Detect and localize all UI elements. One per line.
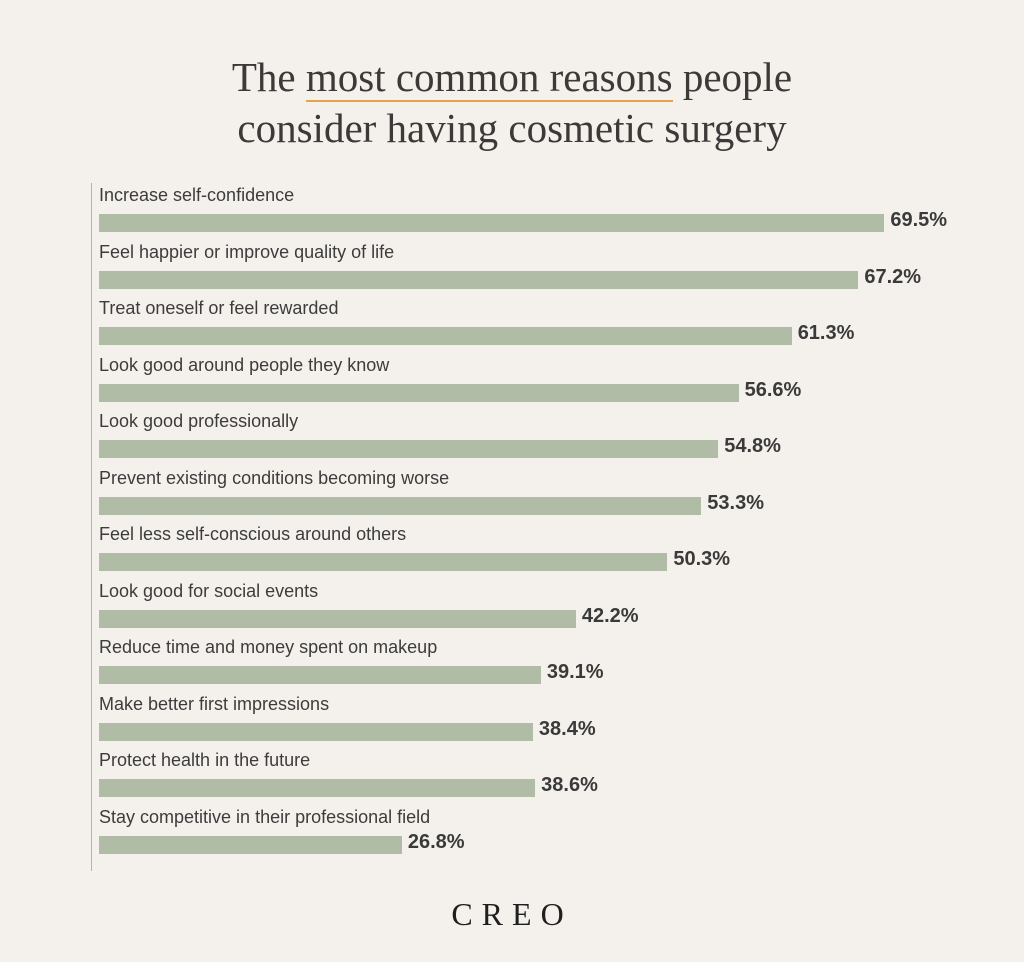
category-label: Treat oneself or feel rewarded — [99, 298, 339, 318]
title-highlight: most common reasons — [305, 54, 673, 102]
value-label: 67.2% — [864, 265, 922, 288]
value-label: 42.2% — [581, 604, 639, 627]
category-label: Protect health in the future — [99, 750, 311, 770]
category-label: Increase self-confidence — [99, 185, 295, 205]
value-label: 61.3% — [797, 322, 855, 344]
category-label: Make better first impressions — [99, 693, 330, 714]
category-label: Prevent existing conditions becoming wor… — [99, 467, 450, 488]
value-label: 56.6% — [744, 378, 802, 401]
bar — [99, 440, 719, 458]
value-label: 39.1% — [546, 661, 604, 683]
value-label: 54.8% — [724, 435, 781, 457]
category-label: Look good for social events — [99, 580, 319, 601]
value-label: 38.4% — [538, 717, 596, 740]
bar — [99, 270, 859, 289]
bar — [99, 383, 739, 402]
bar — [99, 666, 541, 684]
category-label: Feel happier or improve quality of life — [99, 241, 395, 262]
value-label: 26.8% — [407, 830, 465, 853]
value-label: 38.6% — [541, 774, 598, 796]
bar — [99, 835, 402, 854]
title-line-2: consider having cosmetic surgery — [237, 105, 787, 151]
brand-logo: CREO — [451, 896, 573, 932]
title-prefix: The — [231, 54, 306, 100]
category-label: Stay competitive in their professional f… — [99, 806, 431, 827]
category-label: Feel less self-conscious around others — [99, 524, 407, 544]
bar — [99, 327, 792, 345]
value-label: 69.5% — [890, 209, 948, 231]
bar — [99, 214, 885, 232]
bar — [99, 779, 536, 797]
bar — [99, 496, 702, 515]
bar — [99, 722, 533, 741]
value-label: 50.3% — [673, 548, 731, 570]
bar — [99, 553, 668, 571]
category-label: Look good professionally — [99, 411, 299, 431]
bar — [99, 609, 576, 628]
category-label: Look good around people they know — [99, 354, 390, 375]
value-label: 53.3% — [707, 491, 764, 514]
title-suffix: people — [672, 54, 793, 100]
y-axis-line — [91, 183, 92, 871]
category-label: Reduce time and money spent on makeup — [99, 637, 438, 657]
chart-title: The most common reasons people consider … — [0, 52, 1024, 154]
